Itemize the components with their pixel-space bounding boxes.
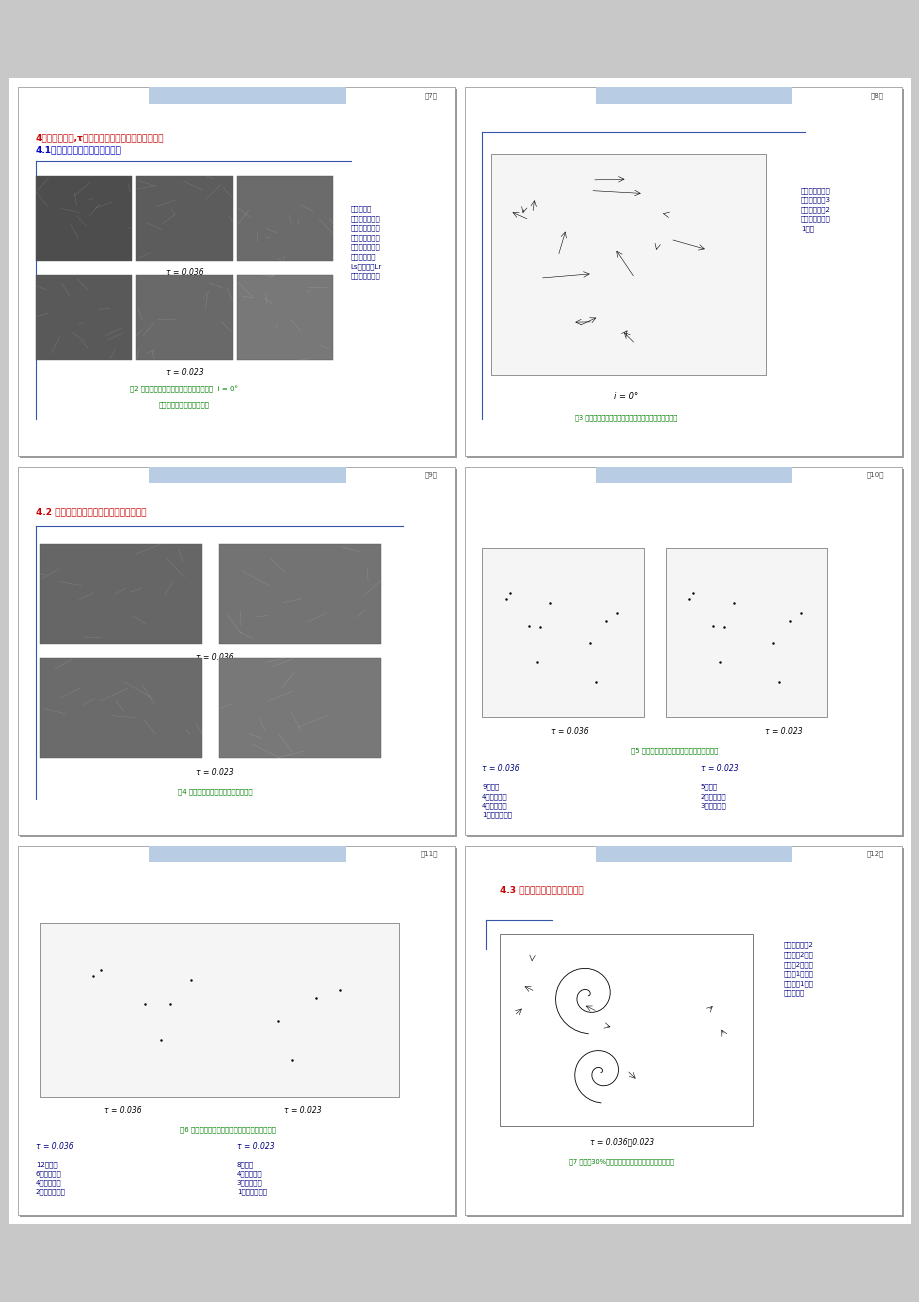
Bar <box>466 469 902 837</box>
Text: 在该截面上有2
个鞍点，2个半
鞍点，2个附着
结点，1个半分
离结点和1个半
附着结点。: 在该截面上有2 个鞍点，2个半 鞍点，2个附着 结点，1个半分 离结点和1个半 … <box>783 941 812 996</box>
Text: 图4 直叶片表面与下端壁流动显示照片: 图4 直叶片表面与下端壁流动显示照片 <box>177 788 252 794</box>
Bar <box>149 846 346 862</box>
Text: 第11页: 第11页 <box>420 850 437 858</box>
Bar <box>466 848 902 1216</box>
Bar <box>595 87 791 104</box>
Bar <box>136 276 233 361</box>
Text: 12个鞍点
6个附着结点
4个分离结点
2个分离螺旋点: 12个鞍点 6个附着结点 4个分离结点 2个分离螺旋点 <box>36 1161 65 1195</box>
Text: τ = 0.023: τ = 0.023 <box>764 727 801 736</box>
Bar <box>219 544 380 643</box>
Bar <box>499 935 752 1126</box>
Bar <box>40 923 398 1096</box>
Text: 4.2 下端壁与叶片表面流动显示与拓扑结构: 4.2 下端壁与叶片表面流动显示与拓扑结构 <box>36 508 146 517</box>
Text: 4.3 横截面二次流动的拓扑结构: 4.3 横截面二次流动的拓扑结构 <box>499 885 583 894</box>
Bar <box>40 659 201 758</box>
Bar <box>482 548 643 717</box>
Bar <box>136 176 233 260</box>
Text: 图3 上端壁（有间隙侧）壁面流场拓扑结构（直弯叶槽）: 图3 上端壁（有间隙侧）壁面流场拓扑结构（直弯叶槽） <box>574 414 676 421</box>
Text: 第7页: 第7页 <box>425 92 437 99</box>
Bar <box>464 846 901 1215</box>
Text: 5个鞍点
2个附着结点
3个分离结点: 5个鞍点 2个附着结点 3个分离结点 <box>700 784 725 809</box>
Text: τ = 0.036: τ = 0.036 <box>165 268 203 277</box>
Bar <box>237 276 333 361</box>
Text: τ = 0.023: τ = 0.023 <box>196 768 233 776</box>
Bar <box>18 846 455 1215</box>
Text: 在有间隙侧端壁
流场中有鞍点3
个，附着结点2
个，分离螺旋点
1个。: 在有间隙侧端壁 流场中有鞍点3 个，附着结点2 个，分离螺旋点 1个。 <box>800 187 830 232</box>
Bar <box>149 87 346 104</box>
Bar <box>18 87 455 456</box>
Text: 4.1上端壁的流动显示与拓扑结构: 4.1上端壁的流动显示与拓扑结构 <box>36 145 121 154</box>
Text: τ = 0.023: τ = 0.023 <box>700 764 737 773</box>
Bar <box>491 154 766 375</box>
Bar <box>149 466 346 483</box>
Text: τ = 0.036: τ = 0.036 <box>482 764 519 773</box>
Bar <box>466 90 902 458</box>
Bar <box>664 548 826 717</box>
Text: 图6 具有叶顶间隙的涡轮直叶栅壁面流动拓扑结构: 图6 具有叶顶间隙的涡轮直叶栅壁面流动拓扑结构 <box>180 1126 276 1133</box>
Text: τ = 0.023: τ = 0.023 <box>165 368 203 378</box>
Bar <box>464 466 901 836</box>
Text: 依次为直、正弯和反弯叶栅: 依次为直、正弯和反弯叶栅 <box>159 401 210 408</box>
Text: 由图可见，
在上端壁形成了
以叶顶前缘双鞍
点分离以及围绕
叶顶吸力边与压
力边的分离线
Ls与再附线Lr
为特征的流谱。: 由图可见， 在上端壁形成了 以叶顶前缘双鞍 点分离以及围绕 叶顶吸力边与压 力边… <box>350 206 381 279</box>
Bar <box>20 848 457 1216</box>
Bar <box>595 846 791 862</box>
Text: 8个鞍点
4个附着结点
3个分离结点
1个分离螺旋点: 8个鞍点 4个附着结点 3个分离结点 1个分离螺旋点 <box>237 1161 267 1195</box>
Bar <box>40 544 201 643</box>
Text: 第10页: 第10页 <box>866 471 883 478</box>
Text: τ = 0.023: τ = 0.023 <box>237 1142 274 1151</box>
Bar <box>237 176 333 260</box>
Text: τ = 0.023: τ = 0.023 <box>283 1107 321 1116</box>
Text: τ = 0.036，0.023: τ = 0.036，0.023 <box>589 1138 653 1147</box>
Text: τ = 0.036: τ = 0.036 <box>550 727 587 736</box>
Bar <box>9 78 910 1224</box>
Text: 4、名义冲角下,τ间隙尺寸对拓扑与旋涡结构的影响: 4、名义冲角下,τ间隙尺寸对拓扑与旋涡结构的影响 <box>36 134 165 143</box>
Bar <box>595 466 791 483</box>
Bar <box>464 87 901 456</box>
Bar <box>36 276 132 361</box>
Bar <box>20 469 457 837</box>
Text: 9个鞍点
4个附着结点
4个分离结点
1个分离螺旋点: 9个鞍点 4个附着结点 4个分离结点 1个分离螺旋点 <box>482 784 512 818</box>
Text: τ = 0.036: τ = 0.036 <box>196 654 233 663</box>
Bar <box>18 466 455 836</box>
Bar <box>20 90 457 458</box>
Text: 图2 上端壁（有间隙侧）壁面流动显示照片  i = 0°: 图2 上端壁（有间隙侧）壁面流动显示照片 i = 0° <box>130 385 238 393</box>
Text: 第12页: 第12页 <box>866 850 883 858</box>
Text: 第8页: 第8页 <box>870 92 883 99</box>
Text: τ = 0.036: τ = 0.036 <box>105 1107 142 1116</box>
Text: 图7 直叶栅30%相对轴向弦长横截面二次流场拓扑结构: 图7 直叶栅30%相对轴向弦长横截面二次流场拓扑结构 <box>569 1157 674 1165</box>
Bar <box>36 176 132 260</box>
Text: 第9页: 第9页 <box>425 471 437 478</box>
Text: 图5 直叶片表面与下端壁的壁面流动拓扑结构: 图5 直叶片表面与下端壁的壁面流动拓扑结构 <box>630 747 717 754</box>
Text: i = 0°: i = 0° <box>614 392 638 401</box>
Text: τ = 0.036: τ = 0.036 <box>36 1142 74 1151</box>
Bar <box>219 659 380 758</box>
